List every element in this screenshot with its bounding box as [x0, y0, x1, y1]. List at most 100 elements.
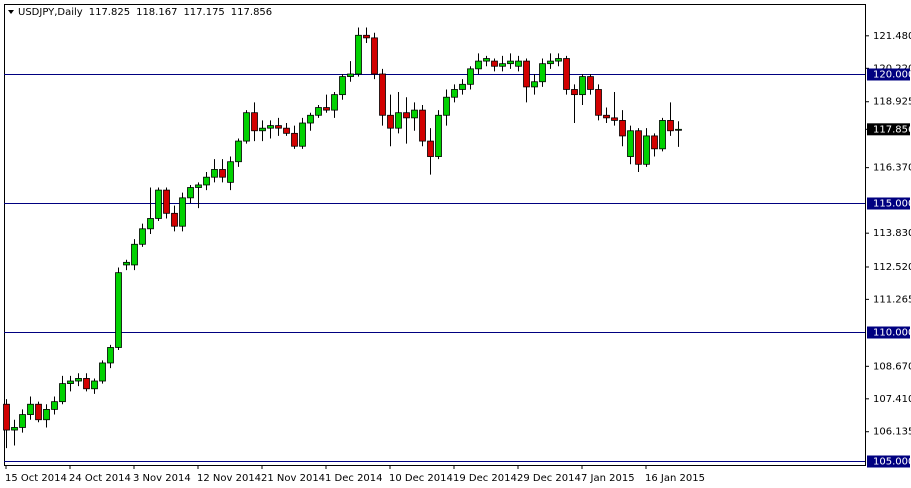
candle-body — [659, 120, 666, 150]
level-label: 105.000 — [873, 457, 911, 468]
candle-body — [107, 347, 114, 364]
candle-body — [539, 63, 546, 83]
candle-body — [35, 403, 42, 421]
y-tick-label: 116.370 — [873, 163, 911, 174]
current-price-label: 117.856 — [873, 124, 911, 135]
x-tick-label: 1 Dec 2014 — [325, 473, 383, 484]
header-open: 117.825 — [89, 7, 130, 18]
candle-body — [627, 130, 634, 157]
candle-body — [595, 89, 602, 116]
candle-body — [259, 127, 266, 132]
candle-body — [195, 184, 202, 188]
y-tick-label: 121.480 — [873, 31, 911, 42]
candle-body — [675, 128, 682, 131]
candle-body — [139, 228, 146, 245]
candle-body — [227, 161, 234, 183]
candle-body — [523, 60, 530, 88]
y-tick-label: 107.410 — [873, 394, 911, 405]
candle-body — [43, 409, 50, 421]
candle-body — [427, 140, 434, 157]
candle-body — [283, 127, 290, 134]
x-tick-label: 19 Dec 2014 — [453, 473, 517, 484]
candle-body — [499, 63, 506, 67]
candle-body — [131, 243, 138, 266]
candle-body — [419, 109, 426, 142]
candle-body — [299, 122, 306, 147]
candle-body — [571, 89, 578, 96]
candle-body — [611, 117, 618, 121]
candle-body — [507, 60, 514, 65]
candle-body — [619, 120, 626, 137]
candle-body — [163, 189, 170, 214]
candle-body — [651, 135, 658, 150]
y-tick-label: 118.925 — [873, 97, 911, 108]
candle-body — [291, 132, 298, 147]
y-tick-label: 112.520 — [873, 262, 911, 273]
x-tick-label: 12 Nov 2014 — [197, 473, 261, 484]
candle-body — [563, 58, 570, 90]
candle-body — [211, 169, 218, 178]
menu-arrow — [8, 10, 14, 14]
candle-body — [395, 112, 402, 129]
candle-body — [267, 125, 274, 129]
candle-body — [635, 130, 642, 165]
candle-body — [443, 96, 450, 116]
candle-body — [219, 169, 226, 178]
header-high: 118.167 — [136, 7, 177, 18]
level-label: 120.000 — [873, 70, 911, 81]
candle-body — [403, 112, 410, 119]
candle-body — [467, 68, 474, 85]
level-label-box — [867, 455, 910, 468]
candle-body — [75, 378, 82, 382]
candle-body — [147, 218, 154, 230]
candle-body — [315, 107, 322, 116]
y-tick-label: 108.670 — [873, 361, 911, 372]
candle-body — [3, 403, 10, 431]
candle-body — [67, 380, 74, 385]
x-tick-label: 15 Oct 2014 — [5, 473, 67, 484]
candle-body — [339, 76, 346, 96]
candle-body — [115, 272, 122, 348]
level-label-box — [867, 326, 910, 339]
x-tick-label: 3 Nov 2014 — [133, 473, 191, 484]
candle-body — [251, 112, 258, 132]
candle-body — [19, 414, 26, 428]
header-low: 117.175 — [183, 7, 224, 18]
x-tick-label: 24 Oct 2014 — [69, 473, 131, 484]
candle-body — [459, 83, 466, 90]
candle-body — [387, 114, 394, 129]
candle-body — [179, 197, 186, 227]
candle-body — [323, 107, 330, 111]
candle-body — [435, 114, 442, 157]
level-label: 110.000 — [873, 328, 911, 339]
candle-body — [355, 34, 362, 75]
candle-body — [11, 427, 18, 431]
candle-body — [379, 73, 386, 116]
candle-body — [83, 378, 90, 390]
candle-body — [59, 383, 66, 403]
candle-body — [203, 176, 210, 186]
candle-body — [363, 34, 370, 39]
candle-body — [515, 60, 522, 67]
level-label-box — [867, 197, 910, 210]
candle-body — [123, 261, 130, 266]
candle-body — [187, 187, 194, 199]
candle-body — [451, 89, 458, 98]
header-close: 117.856 — [231, 7, 272, 18]
candle-body — [307, 114, 314, 124]
candle-body — [667, 120, 674, 132]
candle-body — [99, 362, 106, 382]
x-tick-label: 16 Jan 2015 — [645, 473, 705, 484]
candle-body — [235, 140, 242, 163]
candle-body — [531, 81, 538, 88]
candle-body — [579, 76, 586, 96]
candle-body — [603, 114, 610, 119]
y-tick-label: 106.135 — [873, 427, 911, 438]
candle-body — [643, 135, 650, 165]
candle-body — [371, 37, 378, 75]
x-tick-label: 21 Nov 2014 — [261, 473, 325, 484]
plot-border — [4, 4, 866, 466]
candle-body — [347, 73, 354, 77]
